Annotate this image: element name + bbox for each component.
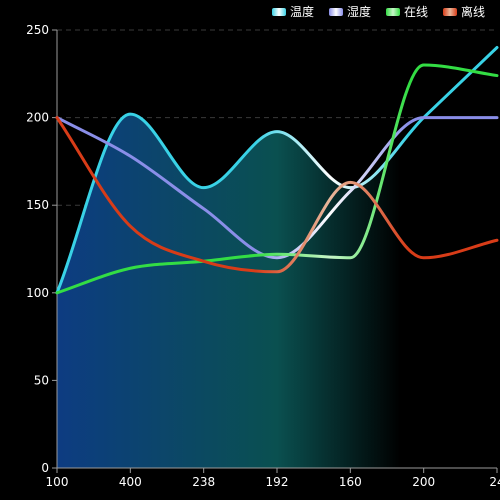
legend-swatch — [329, 8, 343, 16]
x-tick-label: 100 — [46, 475, 69, 489]
legend-item[interactable]: 湿度 — [329, 4, 371, 19]
x-tick-label: 238 — [192, 475, 215, 489]
legend-swatch — [386, 8, 400, 16]
legend-swatch — [443, 8, 457, 16]
x-tick-label: 200 — [412, 475, 435, 489]
axes: 0 50 100 150 200 250 100 400 238 192 160 200 24 — [26, 23, 500, 489]
legend-item[interactable]: 在线 — [386, 5, 428, 19]
x-tick-label: 400 — [119, 475, 142, 489]
y-tick-label: 250 — [26, 23, 49, 37]
legend-label: 温度 — [290, 4, 314, 19]
legend-item[interactable]: 离线 — [443, 4, 485, 19]
legend-label: 离线 — [461, 4, 485, 19]
y-tick-label: 200 — [26, 111, 49, 125]
legend-label: 湿度 — [347, 4, 371, 19]
y-tick-label: 50 — [34, 373, 49, 387]
legend-swatch — [272, 8, 286, 16]
x-tick-label: 24 — [489, 475, 500, 489]
y-tick-label: 100 — [26, 286, 49, 300]
x-tick-label: 192 — [266, 475, 289, 489]
series-line-4[interactable] — [55, 116, 499, 274]
legend-label: 在线 — [404, 5, 428, 19]
series — [55, 46, 499, 295]
y-tick-label: 0 — [41, 461, 49, 475]
series-line-2[interactable] — [55, 116, 499, 260]
x-tick-label: 160 — [339, 475, 362, 489]
legend[interactable]: 温度 湿度 在线 离线 — [272, 4, 485, 19]
y-tick-label: 150 — [26, 198, 49, 212]
legend-item[interactable]: 温度 — [272, 4, 314, 19]
